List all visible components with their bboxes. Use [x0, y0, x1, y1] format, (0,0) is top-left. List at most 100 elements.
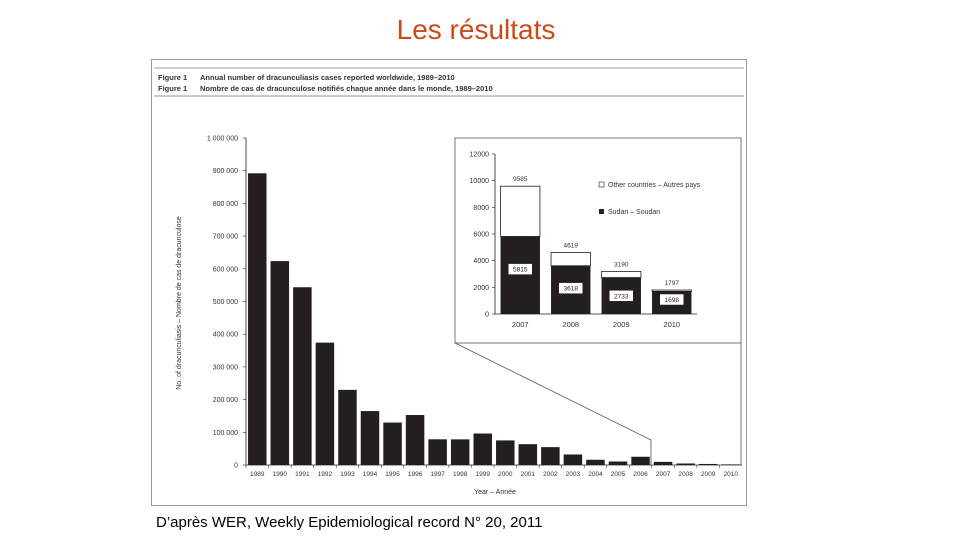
y-tick-label: 100 000 [213, 430, 238, 437]
y-tick-label: 400 000 [213, 332, 238, 339]
bar-2010 [721, 464, 740, 465]
x-tick-label: 2004 [588, 471, 603, 478]
inset-bar-other-2009 [601, 271, 642, 278]
bar-1995 [383, 422, 402, 465]
bar-2005 [608, 461, 628, 465]
bar-2006 [631, 456, 650, 465]
bar-1989 [248, 173, 267, 465]
figure-frame: Figure 1 Annual number of dracunculiasis… [151, 59, 747, 506]
bar-2007 [653, 461, 673, 465]
inset-y-tick-label: 8000 [473, 205, 489, 212]
inset-y-tick-label: 4000 [473, 258, 489, 265]
bar-2009 [698, 463, 718, 465]
main-bar-chart: 0 100 000 200 000 300 000 400 000 500 000 600 … [207, 136, 742, 478]
bar-1997 [428, 439, 447, 465]
bar-2004 [586, 459, 605, 465]
y-tick-label: 200 000 [213, 397, 238, 404]
bar-1990 [270, 261, 290, 465]
x-tick-label: 1990 [273, 471, 288, 478]
inset-total-label: 9585 [513, 176, 528, 183]
inset-y-tick-label: 0 [485, 312, 489, 319]
bar-1999 [473, 433, 492, 465]
bar-2000 [496, 440, 515, 465]
y-tick-label: 700 000 [213, 234, 238, 241]
x-tick-label: 1997 [430, 471, 445, 478]
inset-x-tick-label: 2009 [613, 320, 630, 329]
inset-sudan-label: 5815 [513, 267, 528, 274]
inset-y-tick-label: 2000 [473, 285, 489, 292]
y-tick-label: 600 000 [213, 266, 238, 273]
figure-title-en: Annual number of dracunculiasis cases re… [200, 73, 455, 82]
x-tick-label: 2010 [723, 471, 738, 478]
figure-label-en: Figure 1 [158, 73, 187, 82]
source-caption: D’après WER, Weekly Epidemiological reco… [156, 514, 543, 531]
x-tick-label: 1994 [363, 471, 378, 478]
inset-x-tick-label: 2007 [512, 320, 529, 329]
inset-sudan-label: 3618 [564, 286, 579, 293]
inset-bar-other-2010 [651, 289, 692, 292]
x-tick-label: 1991 [295, 471, 310, 478]
inset-bar-chart: 0 2000 4000 6000 8000 10000 12000 9585 5815 2007 4… [454, 137, 742, 344]
legend-label-other: Other countries – Autres pays [608, 182, 701, 189]
x-tick-label: 1996 [408, 471, 423, 478]
legend-swatch-other [598, 181, 605, 188]
y-tick-label: 300 000 [213, 364, 238, 371]
inset-frame [454, 137, 742, 344]
x-tick-label: 1998 [453, 471, 468, 478]
bar-2002 [541, 447, 560, 465]
inset-sudan-label-box [659, 293, 684, 306]
x-tick-label: 2000 [498, 471, 513, 478]
x-tick-label: 1995 [385, 471, 400, 478]
x-tick-label: 2007 [656, 471, 671, 478]
bar-1996 [405, 415, 425, 465]
connector-left [454, 342, 652, 465]
bar-1992 [315, 342, 335, 465]
y-tick-label: 500 000 [213, 299, 238, 306]
inset-bar-other-2007 [500, 185, 541, 237]
inset-x-tick-label: 2010 [663, 320, 680, 329]
inset-total-label: 1797 [665, 280, 680, 287]
inset-sudan-label: 1698 [665, 297, 680, 304]
zoom-connector [454, 342, 742, 465]
inset-total-label: 4619 [564, 242, 579, 249]
inset-y-tick-label: 10000 [470, 178, 490, 185]
x-tick-label: 2008 [678, 471, 693, 478]
inset-sudan-label-box [609, 290, 634, 302]
x-tick-label: 1992 [318, 471, 333, 478]
bar-2001 [518, 444, 538, 465]
x-tick-label: 2006 [633, 471, 648, 478]
x-tick-label: 2001 [521, 471, 536, 478]
inset-y-tick-label: 12000 [470, 152, 490, 159]
legend-label-sudan: Sudan – Soudan [608, 209, 660, 216]
inset-sudan-label: 2733 [614, 293, 629, 300]
inset-total-label: 3190 [614, 261, 629, 268]
x-tick-label: 2002 [543, 471, 558, 478]
x-tick-label: 1993 [340, 471, 355, 478]
inset-y-tick-label: 6000 [473, 232, 489, 239]
figure-label-fr: Figure 1 [158, 84, 187, 93]
x-axis-label: Year – Année [474, 489, 516, 496]
bar-1993 [338, 389, 357, 465]
inset-bar-sudan-2007 [500, 236, 540, 314]
slide-title: Les résultats [396, 14, 556, 45]
y-tick-label: 1 000 000 [207, 136, 238, 143]
x-tick-label: 2009 [701, 471, 716, 478]
x-tick-label: 1989 [250, 471, 265, 478]
inset-bar-other-2008 [550, 252, 591, 267]
inset-sudan-label-box [558, 282, 583, 294]
inset-sudan-label-box [508, 263, 533, 275]
x-tick-label: 1999 [475, 471, 490, 478]
dracunculiasis-figure: Figure 1 Annual number of dracunculiasis… [154, 67, 744, 496]
bar-1994 [360, 411, 380, 465]
bar-2003 [563, 454, 583, 465]
y-axis-label: No. of dracunculiasis – Nombre de cas de… [176, 216, 183, 390]
figure-title-fr: Nombre de cas de dracunculose notifiés c… [200, 84, 493, 93]
x-tick-label: 2003 [566, 471, 581, 478]
x-tick-label: 2005 [611, 471, 626, 478]
bar-1998 [450, 439, 470, 465]
y-tick-label: 800 000 [213, 201, 238, 208]
y-tick-label: 900 000 [213, 168, 238, 175]
bar-1991 [293, 287, 312, 465]
bar-2008 [676, 463, 695, 465]
inset-x-tick-label: 2008 [562, 320, 579, 329]
